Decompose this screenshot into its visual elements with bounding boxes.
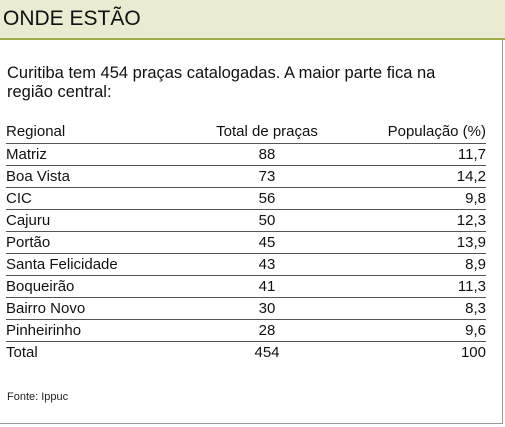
cell-population: 14,2 bbox=[332, 165, 486, 188]
cell-population: 9,8 bbox=[332, 187, 486, 210]
total-squares: 454 bbox=[254, 343, 280, 361]
cell-total: 43 bbox=[202, 253, 332, 276]
cell-population: 11,7 bbox=[332, 143, 486, 166]
cell-total: 45 bbox=[202, 231, 332, 254]
column-header-population: População (%) bbox=[332, 121, 486, 144]
column-header-regional: Regional bbox=[6, 121, 202, 144]
table-row: Bairro Novo 30 8,3 bbox=[6, 297, 486, 320]
box-title: ONDE ESTÃO bbox=[3, 7, 141, 30]
source-note: Fonte: Ippuc bbox=[7, 391, 69, 403]
table-row: CIC 56 9,8 bbox=[6, 187, 486, 210]
cell-regional: Boa Vista bbox=[6, 165, 202, 188]
cell-total: 88 bbox=[202, 143, 332, 166]
cell-population: 13,9 bbox=[332, 231, 486, 254]
cell-population: 12,3 bbox=[332, 209, 486, 232]
cell-population: 8,3 bbox=[332, 297, 486, 320]
cell-regional: Santa Felicidade bbox=[6, 253, 202, 276]
cell-regional: Pinheirinho bbox=[6, 319, 202, 342]
table-total-row: Total 454 100 bbox=[6, 341, 486, 363]
total-population: 100 bbox=[460, 343, 486, 361]
cell-regional: Cajuru bbox=[6, 209, 202, 232]
table-row: Portão 45 13,9 bbox=[6, 231, 486, 254]
cell-regional: CIC bbox=[6, 187, 202, 210]
table-row: Cajuru 50 12,3 bbox=[6, 209, 486, 232]
cell-total: 73 bbox=[202, 165, 332, 188]
cell-regional: Portão bbox=[6, 231, 202, 254]
table-header-row: Regional Total de praças População (%) bbox=[6, 121, 486, 144]
cell-total: 56 bbox=[202, 187, 332, 210]
intro-text: Curitiba tem 454 praças catalogadas. A m… bbox=[7, 64, 436, 101]
cell-regional: Boqueirão bbox=[6, 275, 202, 298]
cell-population: 11,3 bbox=[332, 275, 486, 298]
cell-regional: Bairro Novo bbox=[6, 297, 202, 320]
box-frame bbox=[0, 40, 503, 424]
cell-total: 28 bbox=[202, 319, 332, 342]
cell-total: 50 bbox=[202, 209, 332, 232]
squares-table: Regional Total de praças População (%) M… bbox=[6, 121, 486, 363]
header-bar: ONDE ESTÃO bbox=[0, 0, 505, 40]
cell-total: 30 bbox=[202, 297, 332, 320]
table-row: Boqueirão 41 11,3 bbox=[6, 275, 486, 298]
column-header-total: Total de praças bbox=[202, 121, 332, 144]
cell-regional: Matriz bbox=[6, 143, 202, 166]
cell-population: 8,9 bbox=[332, 253, 486, 276]
table-row: Matriz 88 11,7 bbox=[6, 143, 486, 166]
table-row: Pinheirinho 28 9,6 bbox=[6, 319, 486, 342]
table-row: Boa Vista 73 14,2 bbox=[6, 165, 486, 188]
total-label: Total bbox=[6, 343, 38, 361]
cell-population: 9,6 bbox=[332, 319, 486, 342]
cell-total: 41 bbox=[202, 275, 332, 298]
table-row: Santa Felicidade 43 8,9 bbox=[6, 253, 486, 276]
